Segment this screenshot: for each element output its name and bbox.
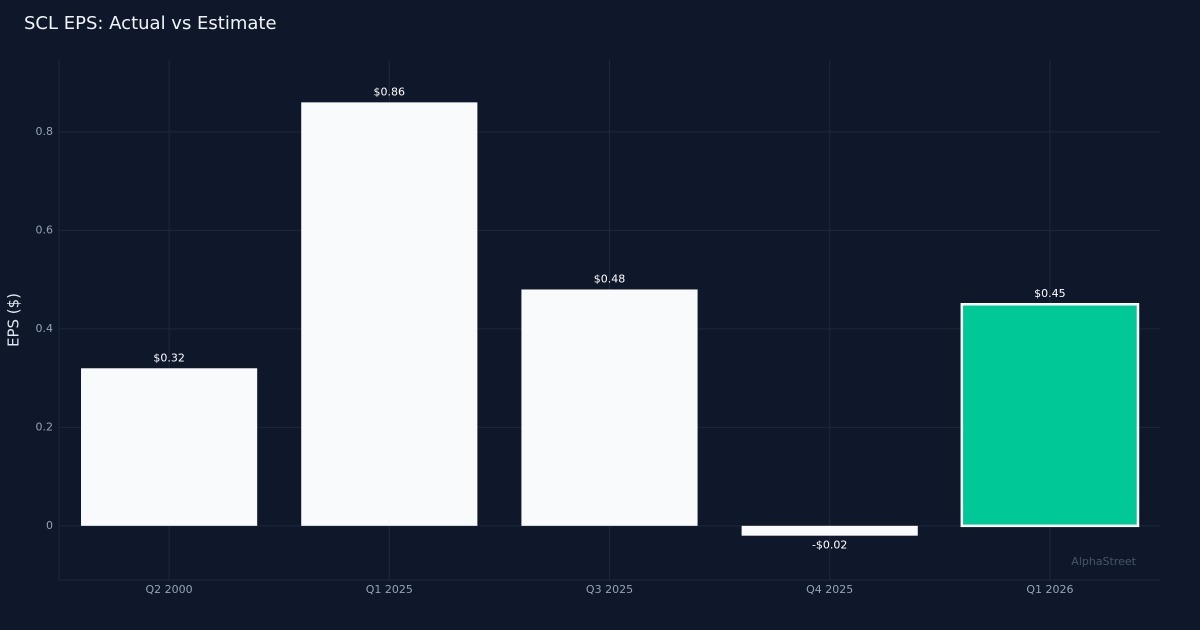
bar bbox=[521, 289, 698, 526]
y-axis-label: EPS ($) bbox=[5, 293, 23, 347]
chart-title: SCL EPS: Actual vs Estimate bbox=[24, 13, 277, 34]
value-label: -$0.02 bbox=[812, 539, 847, 552]
x-tick-label: Q2 2000 bbox=[146, 583, 193, 596]
x-tick-label: Q4 2025 bbox=[806, 583, 853, 596]
bar bbox=[81, 368, 258, 526]
x-tick-label: Q3 2025 bbox=[586, 583, 633, 596]
value-label: $0.45 bbox=[1034, 287, 1066, 300]
x-tick-label: Q1 2025 bbox=[366, 583, 413, 596]
value-label: $0.86 bbox=[374, 85, 406, 98]
bar bbox=[960, 302, 1140, 528]
y-tick-label: 0.2 bbox=[36, 420, 54, 433]
y-tick-label: 0.6 bbox=[36, 223, 54, 236]
bar bbox=[741, 525, 918, 536]
y-tick-label: 0 bbox=[46, 519, 53, 532]
y-tick-label: 0.8 bbox=[36, 125, 54, 138]
value-label: $0.48 bbox=[594, 272, 626, 285]
y-tick-label: 0.4 bbox=[36, 322, 54, 335]
x-tick-label: Q1 2026 bbox=[1026, 583, 1073, 596]
bar bbox=[301, 102, 478, 526]
watermark: AlphaStreet bbox=[1071, 555, 1136, 568]
value-label: $0.32 bbox=[153, 351, 185, 364]
